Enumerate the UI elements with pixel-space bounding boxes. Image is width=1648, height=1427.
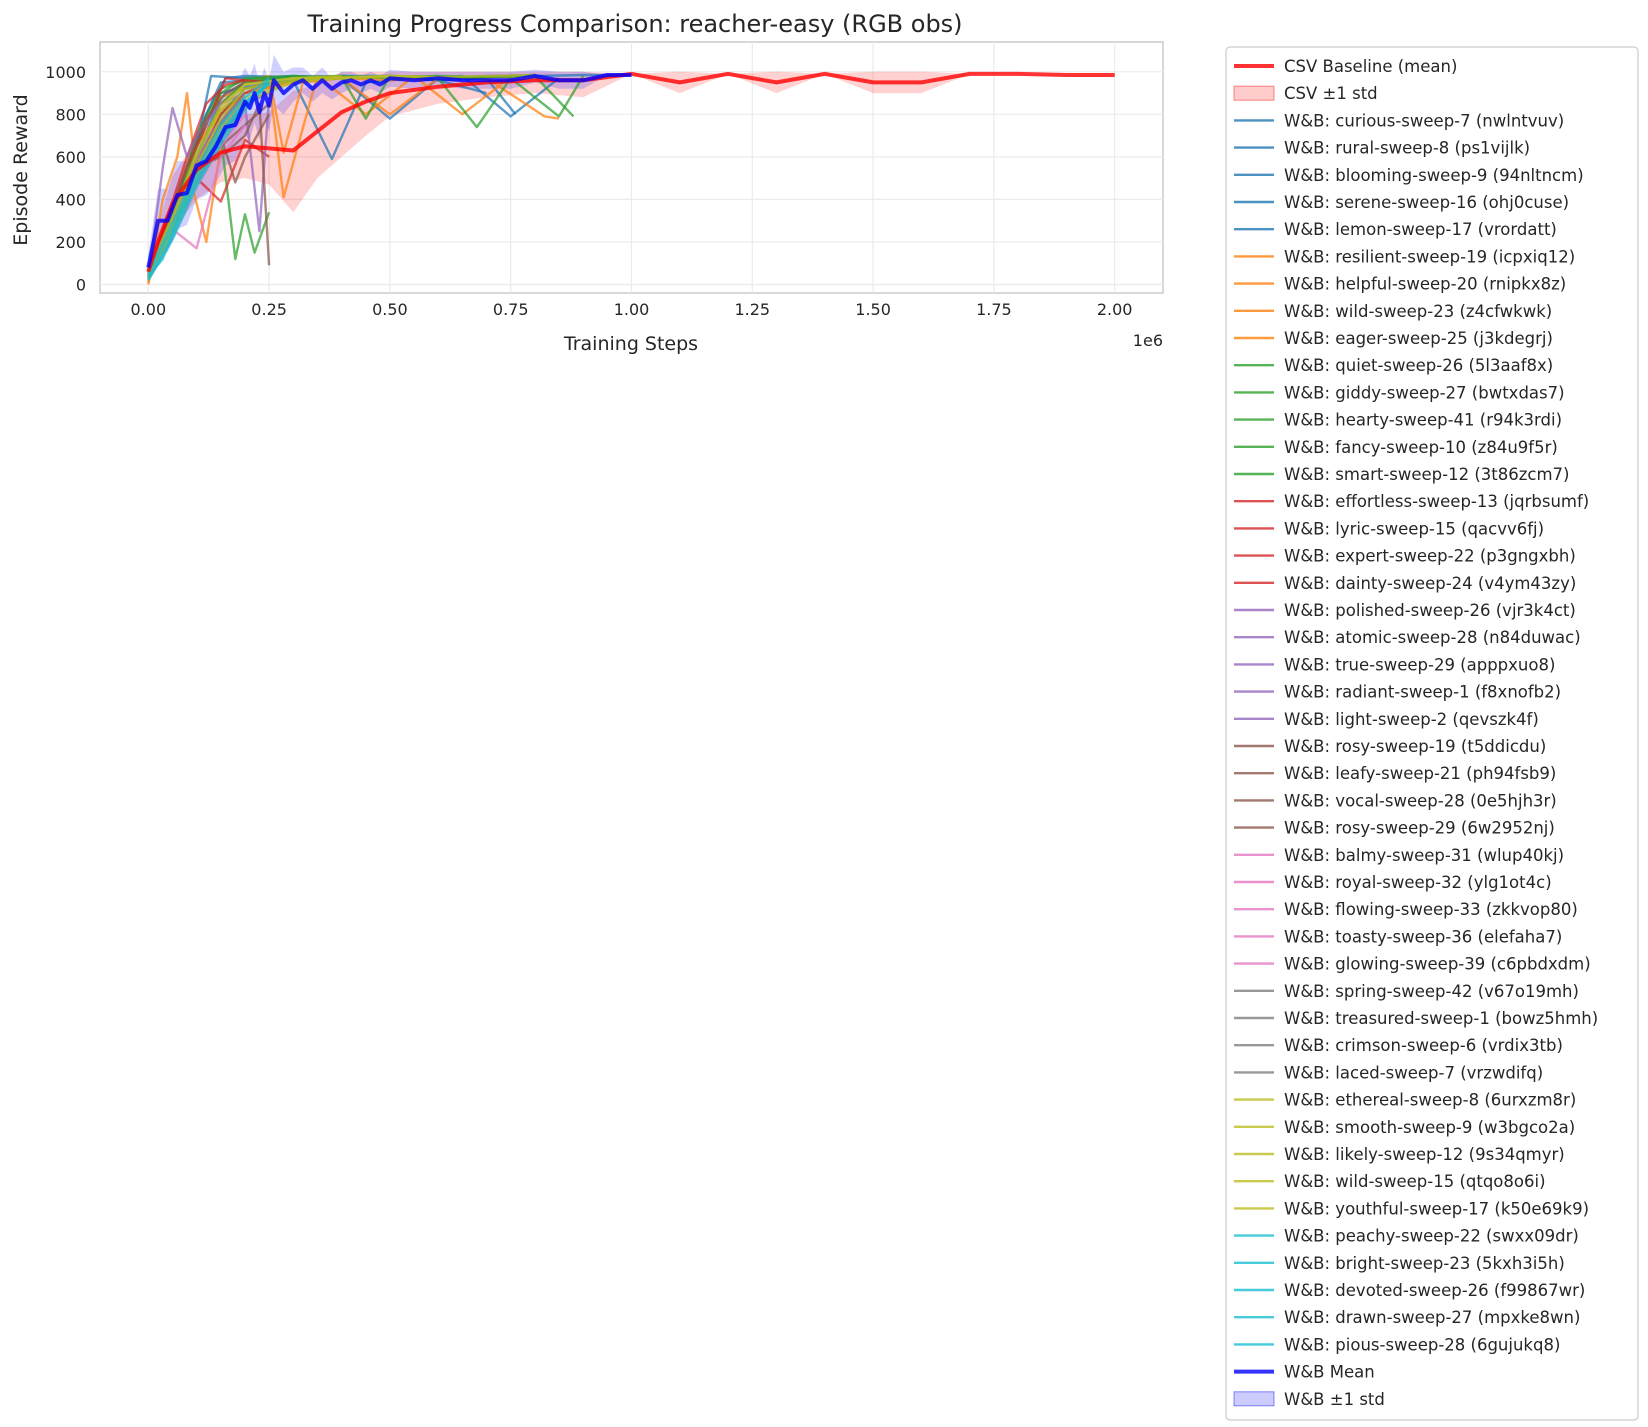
legend-entry-label: W&B: spring-sweep-42 (v67o19mh) bbox=[1284, 982, 1579, 1001]
legend-band-swatch bbox=[1233, 1391, 1275, 1407]
legend-entry-label: W&B: true-sweep-29 (apppxuo8) bbox=[1284, 655, 1555, 674]
legend-entry-label: W&B: resilient-sweep-19 (icpxiq12) bbox=[1284, 247, 1575, 266]
legend-entry-label: W&B: effortless-sweep-13 (jqrbsumf) bbox=[1284, 492, 1589, 511]
legend-entry-label: CSV ±1 std bbox=[1284, 84, 1378, 103]
legend-entry-label: W&B: lemon-sweep-17 (vrordatt) bbox=[1284, 220, 1557, 239]
x-tick-label: 0.00 bbox=[131, 300, 167, 319]
y-axis-ticks: 0 200 400 600 800 1000 bbox=[45, 63, 86, 295]
legend-entry-label: W&B: curious-sweep-7 (nwlntvuv) bbox=[1284, 111, 1564, 130]
legend-entry-label: W&B: lyric-sweep-15 (qacvv6fj) bbox=[1284, 519, 1544, 538]
legend-entry-label: W&B: glowing-sweep-39 (c6pbdxdm) bbox=[1284, 955, 1591, 974]
legend-entry-label: W&B: rosy-sweep-29 (6w2952nj) bbox=[1284, 819, 1555, 838]
y-tick-label: 1000 bbox=[45, 63, 86, 82]
wandb-run-line bbox=[147, 74, 342, 273]
x-tick-label: 1.75 bbox=[976, 300, 1012, 319]
x-tick-label: 0.25 bbox=[251, 300, 287, 319]
legend-frame bbox=[1225, 46, 1639, 1421]
legend-entry-label: W&B: dainty-sweep-24 (v4ym43zy) bbox=[1284, 574, 1576, 593]
legend-entry-label: W&B: radiant-sweep-1 (f8xnofb2) bbox=[1284, 683, 1561, 702]
legend-entry-label: W&B: smooth-sweep-9 (w3bgco2a) bbox=[1284, 1118, 1575, 1137]
wandb-mean-line bbox=[146, 73, 632, 268]
y-tick-label: 0 bbox=[76, 275, 86, 294]
legend-entry-label: W&B: smart-sweep-12 (3t86zcm7) bbox=[1284, 465, 1570, 484]
legend-entry-label: W&B: laced-sweep-7 (vrzwdifq) bbox=[1284, 1063, 1543, 1082]
mean-lines bbox=[146, 71, 1115, 273]
x-axis-label: Training Steps bbox=[563, 333, 698, 355]
csv-baseline-line bbox=[146, 71, 1115, 273]
legend-entry-label: W&B: balmy-sweep-31 (wlup40kj) bbox=[1284, 846, 1564, 865]
legend-entry-label: W&B: hearty-sweep-41 (r94k3rdi) bbox=[1284, 411, 1562, 430]
legend-entry-label: W&B: royal-sweep-32 (ylg1ot4c) bbox=[1284, 873, 1552, 892]
y-axis-label: Episode Reward bbox=[10, 94, 32, 245]
legend-entry-label: W&B: vocal-sweep-28 (0e5hjh3r) bbox=[1284, 791, 1557, 810]
legend-entry-label: W&B: crimson-sweep-6 (vrdix3tb) bbox=[1284, 1036, 1563, 1055]
legend-entry-label: W&B: rosy-sweep-19 (t5ddicdu) bbox=[1284, 737, 1546, 756]
wandb-run-line bbox=[147, 83, 270, 275]
legend-entry-label: W&B: quiet-sweep-26 (5l3aaf8x) bbox=[1284, 356, 1553, 375]
x-axis-offset-label: 1e6 bbox=[1133, 331, 1163, 350]
chart-title: Training Progress Comparison: reacher-ea… bbox=[306, 10, 962, 38]
legend-entry-label: W&B: bright-sweep-23 (5kxh3i5h) bbox=[1284, 1254, 1565, 1273]
legend-entry-label: W&B: blooming-sweep-9 (94nltncm) bbox=[1284, 166, 1584, 185]
legend-band-swatch bbox=[1233, 85, 1275, 101]
legend-entry-label: W&B: treasured-sweep-1 (bowz5hmh) bbox=[1284, 1009, 1598, 1028]
legend-entry-label: W&B: eager-sweep-25 (j3kdegrj) bbox=[1284, 329, 1553, 348]
legend-entry-label: W&B: expert-sweep-22 (p3gngxbh) bbox=[1284, 547, 1576, 566]
legend-entry-label: W&B: toasty-sweep-36 (elefaha7) bbox=[1284, 927, 1562, 946]
legend-entry-label: CSV Baseline (mean) bbox=[1284, 57, 1457, 76]
legend-entry-label: W&B: youthful-sweep-17 (k50e69k9) bbox=[1284, 1199, 1589, 1218]
legend-entry-label: W&B: wild-sweep-23 (z4cfwkwk) bbox=[1284, 302, 1552, 321]
wandb-run-line bbox=[147, 92, 246, 277]
y-tick-label: 600 bbox=[55, 148, 86, 167]
wandb-run-line bbox=[147, 77, 270, 273]
legend-entry-label: W&B: drawn-sweep-27 (mpxke8wn) bbox=[1284, 1308, 1580, 1327]
legend-entry-label: W&B: peachy-sweep-22 (swxx09dr) bbox=[1284, 1227, 1579, 1246]
legend-entry-label: W&B: devoted-sweep-26 (f99867wr) bbox=[1284, 1281, 1585, 1300]
x-tick-label: 0.75 bbox=[493, 300, 529, 319]
legend-entry-label: W&B: leafy-sweep-21 (ph94fsb9) bbox=[1284, 764, 1556, 783]
legend-entry-label: W&B Mean bbox=[1284, 1363, 1375, 1382]
legend-entry-label: W&B: serene-sweep-16 (ohj0cuse) bbox=[1284, 193, 1569, 212]
y-tick-label: 200 bbox=[55, 233, 86, 252]
x-axis-ticks: 0.00 0.25 0.50 0.75 1.00 1.25 1.50 1.75 2.00 bbox=[131, 300, 1133, 319]
x-tick-label: 1.25 bbox=[734, 300, 770, 319]
plot-area bbox=[99, 41, 1164, 294]
legend-entry-label: W&B: rural-sweep-8 (ps1vijlk) bbox=[1284, 139, 1530, 158]
legend-entry-label: W&B: atomic-sweep-28 (n84duwac) bbox=[1284, 628, 1581, 647]
legend-entry-label: W&B ±1 std bbox=[1284, 1390, 1385, 1409]
legend-entry-label: W&B: ethereal-sweep-8 (6urxzm8r) bbox=[1284, 1091, 1576, 1110]
legend-entry-label: W&B: polished-sweep-26 (vjr3k4ct) bbox=[1284, 601, 1576, 620]
legend-entry-label: W&B: flowing-sweep-33 (zkkvop80) bbox=[1284, 900, 1578, 919]
x-tick-label: 0.50 bbox=[372, 300, 408, 319]
x-tick-label: 1.50 bbox=[855, 300, 891, 319]
x-tick-label: 1.00 bbox=[614, 300, 650, 319]
legend-entry-label: W&B: pious-sweep-28 (6gujukq8) bbox=[1284, 1335, 1560, 1354]
legend-entry-label: W&B: wild-sweep-15 (qtqo8o6i) bbox=[1284, 1172, 1546, 1191]
y-tick-label: 400 bbox=[55, 190, 86, 209]
legend-entry-label: W&B: fancy-sweep-10 (z84u9f5r) bbox=[1284, 438, 1558, 457]
y-tick-label: 800 bbox=[55, 105, 86, 124]
legend-entry-label: W&B: helpful-sweep-20 (rnipkx8z) bbox=[1284, 275, 1566, 294]
x-tick-label: 2.00 bbox=[1097, 300, 1133, 319]
legend-entry-label: W&B: likely-sweep-12 (9s34qmyr) bbox=[1284, 1145, 1565, 1164]
legend: CSV Baseline (mean) CSV ±1 std W&B: curiou… bbox=[1225, 46, 1639, 1421]
legend-entry-label: W&B: giddy-sweep-27 (bwtxdas7) bbox=[1284, 383, 1565, 402]
legend-entry-label: W&B: light-sweep-2 (qevszk4f) bbox=[1284, 710, 1539, 729]
